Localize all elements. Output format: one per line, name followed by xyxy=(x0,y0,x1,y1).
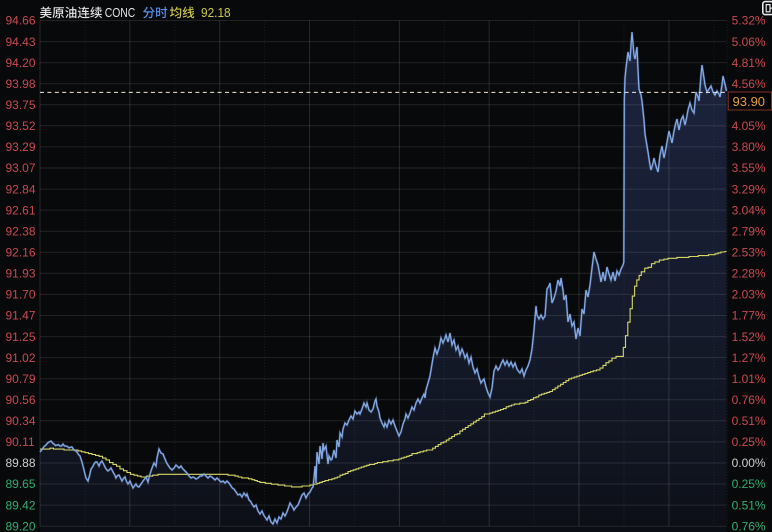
svg-text:1.27%: 1.27% xyxy=(732,351,766,365)
svg-text:0.76%: 0.76% xyxy=(732,519,766,532)
svg-text:91.47: 91.47 xyxy=(6,309,36,323)
svg-text:2.28%: 2.28% xyxy=(732,267,766,281)
svg-text:2.79%: 2.79% xyxy=(732,224,766,238)
svg-text:0.25%: 0.25% xyxy=(732,435,766,449)
svg-text:0.51%: 0.51% xyxy=(732,498,766,512)
svg-text:4.56%: 4.56% xyxy=(732,77,766,91)
svg-text:89.20: 89.20 xyxy=(6,519,36,532)
svg-text:89.42: 89.42 xyxy=(6,498,36,512)
svg-text:93.29: 93.29 xyxy=(6,140,36,154)
svg-text:92.16: 92.16 xyxy=(6,246,36,260)
svg-text:91.02: 91.02 xyxy=(6,351,36,365)
svg-text:3.80%: 3.80% xyxy=(732,140,766,154)
svg-text:5.06%: 5.06% xyxy=(732,35,766,49)
svg-text:90.11: 90.11 xyxy=(6,435,35,449)
svg-text:0.00%: 0.00% xyxy=(732,456,766,470)
svg-text:1.77%: 1.77% xyxy=(732,309,766,323)
svg-text:2.03%: 2.03% xyxy=(732,288,766,302)
svg-text:91.70: 91.70 xyxy=(6,288,36,302)
svg-text:3.55%: 3.55% xyxy=(732,161,766,175)
svg-text:0.76%: 0.76% xyxy=(732,393,766,407)
svg-text:93.98: 93.98 xyxy=(6,77,36,91)
svg-text:93.52: 93.52 xyxy=(6,119,36,133)
svg-text:92.38: 92.38 xyxy=(6,224,36,238)
svg-text:3.04%: 3.04% xyxy=(732,203,766,217)
svg-text:92.18: 92.18 xyxy=(201,6,231,20)
svg-text:89.65: 89.65 xyxy=(6,477,36,491)
svg-text:93.90: 93.90 xyxy=(733,94,766,109)
svg-text:91.93: 91.93 xyxy=(6,267,36,281)
svg-text:90.56: 90.56 xyxy=(6,393,36,407)
svg-text:0.51%: 0.51% xyxy=(732,414,766,428)
svg-text:1.52%: 1.52% xyxy=(732,330,766,344)
svg-text:94.66: 94.66 xyxy=(6,14,36,28)
svg-text:92.84: 92.84 xyxy=(6,182,36,196)
svg-text:93.75: 93.75 xyxy=(6,98,36,112)
svg-text:89.88: 89.88 xyxy=(6,456,36,470)
svg-text:90.79: 90.79 xyxy=(6,372,36,386)
svg-text:4.05%: 4.05% xyxy=(732,119,766,133)
svg-text:0.25%: 0.25% xyxy=(732,477,766,491)
svg-text:92.61: 92.61 xyxy=(6,203,36,217)
svg-text:93.07: 93.07 xyxy=(6,161,36,175)
svg-text:90.34: 90.34 xyxy=(6,414,36,428)
svg-text:CONC: CONC xyxy=(105,6,136,20)
svg-text:3.29%: 3.29% xyxy=(732,182,766,196)
svg-text:91.25: 91.25 xyxy=(6,330,36,344)
svg-text:1.01%: 1.01% xyxy=(732,372,766,386)
svg-text:4.81%: 4.81% xyxy=(732,56,766,70)
svg-text:94.20: 94.20 xyxy=(6,56,36,70)
svg-text:94.43: 94.43 xyxy=(6,35,36,49)
svg-text:2.53%: 2.53% xyxy=(732,246,766,260)
svg-text:5.32%: 5.32% xyxy=(732,14,766,28)
